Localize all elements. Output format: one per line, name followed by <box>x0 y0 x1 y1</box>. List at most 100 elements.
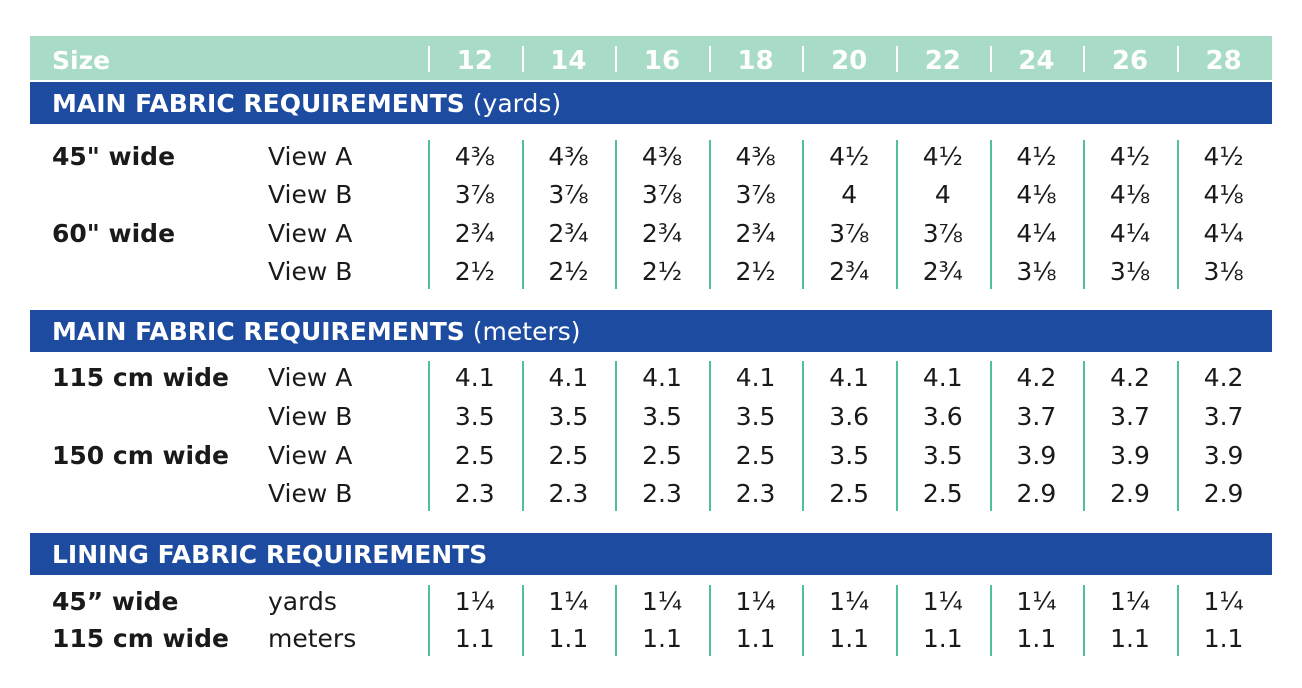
cell-value: 4¼ <box>1016 219 1057 248</box>
cell-value: 4⅜ <box>735 142 776 171</box>
cell-value: 3.7 <box>1110 402 1150 431</box>
cell-value: 3⅞ <box>548 180 589 209</box>
cell-value: 3.6 <box>922 402 963 431</box>
section-band <box>30 310 1272 352</box>
view-label: View B <box>268 402 353 431</box>
column-separator <box>989 361 992 511</box>
column-separator <box>428 585 430 656</box>
header-separator <box>521 46 524 72</box>
cell-value: 2.5 <box>642 441 682 470</box>
section-title: MAIN FABRIC REQUIREMENTS (meters) <box>52 317 581 347</box>
cell-value: 2½ <box>735 257 776 286</box>
cell-value: 2.9 <box>1203 479 1244 508</box>
cell-value: 4.1 <box>642 363 682 392</box>
cell-value: 3.5 <box>829 441 870 470</box>
column-separator <box>615 585 618 656</box>
column-separator <box>708 585 711 656</box>
cell-value: 2.5 <box>922 479 963 508</box>
cell-value: 4½ <box>922 142 963 171</box>
cell-value: 4.2 <box>1110 363 1150 392</box>
header-band <box>30 36 1272 80</box>
column-separator <box>802 585 805 656</box>
cell-value: 1.1 <box>642 624 682 653</box>
size-label: 28 <box>1205 46 1242 76</box>
section-unit: (yards) <box>464 89 562 118</box>
column-separator <box>1176 361 1179 511</box>
size-label: 14 <box>550 46 587 76</box>
cell-value: 4⅜ <box>548 142 589 171</box>
section-unit: (meters) <box>464 317 581 346</box>
cell-value: 3⅞ <box>641 180 683 209</box>
column-separator <box>896 585 898 656</box>
column-separator <box>615 361 618 511</box>
column-separator <box>989 140 992 289</box>
width-label: 45" wide <box>52 142 176 171</box>
cell-value: 3.9 <box>1110 441 1150 470</box>
cell-value: 3⅞ <box>735 180 776 209</box>
cell-value: 1¼ <box>829 587 870 616</box>
cell-value: 4⅛ <box>1109 180 1151 209</box>
view-label: View B <box>268 180 353 209</box>
cell-value: 2¾ <box>922 257 963 286</box>
header-separator <box>802 46 805 72</box>
width-label: 150 cm wide <box>52 441 229 470</box>
column-separator <box>1083 361 1086 511</box>
column-separator <box>802 361 805 511</box>
cell-value: 2.9 <box>1110 479 1150 508</box>
section-title: LINING FABRIC REQUIREMENTS <box>52 540 487 570</box>
header-label: Size <box>52 46 111 75</box>
cell-value: 4¼ <box>1203 219 1244 248</box>
cell-value: 1¼ <box>454 587 495 616</box>
column-separator <box>1083 585 1086 656</box>
cell-value: 3.5 <box>735 402 776 431</box>
cell-value: 2½ <box>454 257 495 286</box>
cell-value: 1¼ <box>735 587 776 616</box>
cell-value: 3.9 <box>1203 441 1244 470</box>
view-label: meters <box>268 624 357 653</box>
cell-value: 2.3 <box>454 479 495 508</box>
cell-value: 4½ <box>1016 142 1057 171</box>
cell-value: 2¾ <box>829 257 870 286</box>
cell-value: 1¼ <box>548 587 589 616</box>
cell-value: 4½ <box>1109 142 1151 171</box>
cell-value: 2.3 <box>735 479 776 508</box>
cell-value: 1.1 <box>1016 624 1057 653</box>
cell-value: 3.5 <box>548 402 589 431</box>
header-separator <box>615 46 618 72</box>
cell-value: 3.7 <box>1203 402 1244 431</box>
header-separator <box>1176 46 1179 72</box>
cell-value: 1¼ <box>1109 587 1151 616</box>
column-separator <box>428 361 430 511</box>
cell-value: 2.5 <box>454 441 495 470</box>
cell-value: 4 <box>841 180 858 209</box>
view-label: View B <box>268 257 353 286</box>
cell-value: 4⅛ <box>1016 180 1057 209</box>
cell-value: 4⅜ <box>454 142 495 171</box>
cell-value: 3⅞ <box>454 180 495 209</box>
column-separator <box>521 585 524 656</box>
size-label: 22 <box>924 46 961 76</box>
size-label: 18 <box>737 46 774 76</box>
cell-value: 4¼ <box>1109 219 1151 248</box>
cell-value: 4 <box>934 180 951 209</box>
cell-value: 2¾ <box>641 219 683 248</box>
cell-value: 2¾ <box>454 219 495 248</box>
header-separator <box>896 46 898 72</box>
cell-value: 3.9 <box>1016 441 1057 470</box>
column-separator <box>521 361 524 511</box>
cell-value: 3.7 <box>1016 402 1057 431</box>
column-separator <box>896 361 898 511</box>
size-label: 24 <box>1018 46 1055 76</box>
cell-value: 1.1 <box>548 624 589 653</box>
cell-value: 2¾ <box>735 219 776 248</box>
view-label: View A <box>268 441 353 470</box>
column-separator <box>989 585 992 656</box>
cell-value: 1.1 <box>735 624 776 653</box>
cell-value: 3.6 <box>829 402 870 431</box>
cell-value: 4.2 <box>1203 363 1244 392</box>
cell-value: 1.1 <box>454 624 495 653</box>
cell-value: 1.1 <box>922 624 963 653</box>
cell-value: 3⅞ <box>829 219 870 248</box>
cell-value: 4.1 <box>829 363 870 392</box>
